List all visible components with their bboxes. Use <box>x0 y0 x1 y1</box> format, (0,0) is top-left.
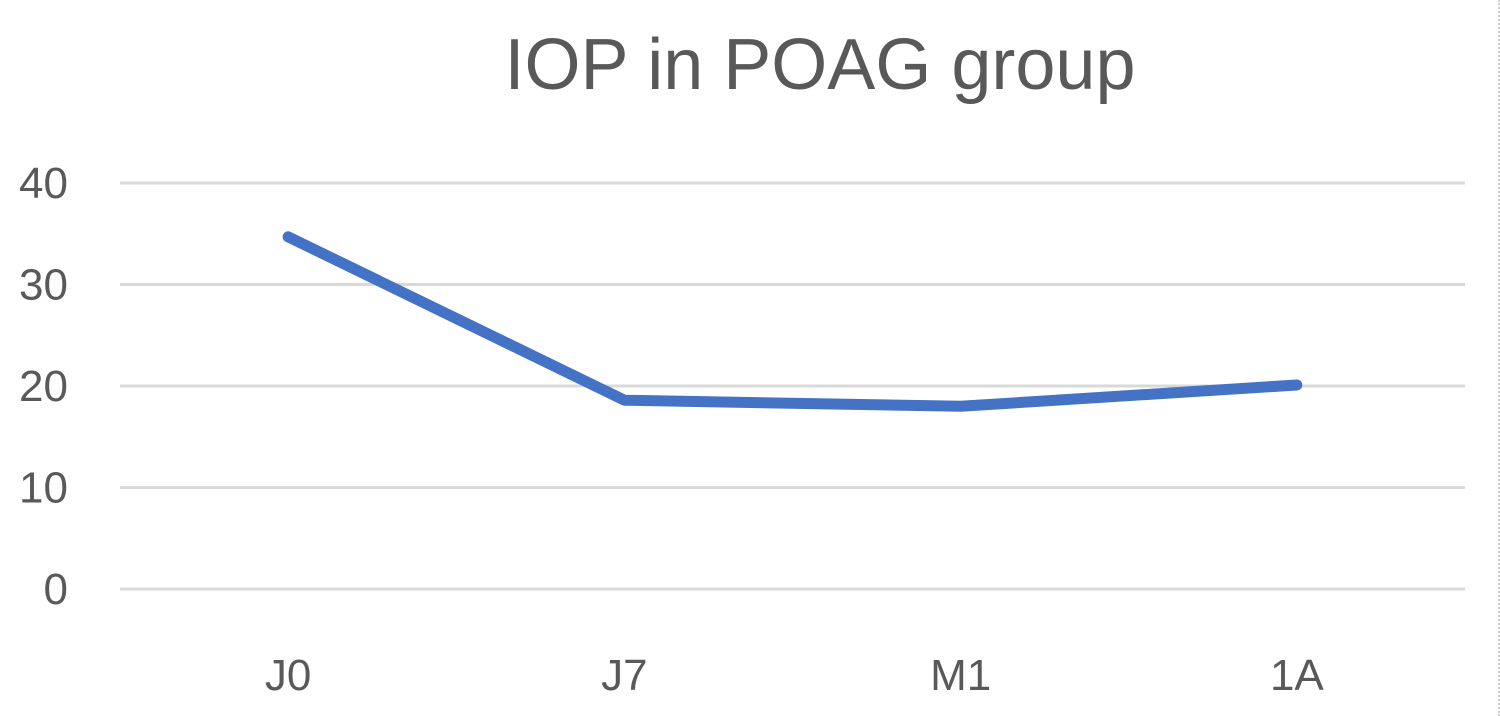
chart-title: IOP in POAG group <box>504 25 1136 105</box>
y-tick-label: 10 <box>19 464 68 513</box>
x-tick-label: 1A <box>1270 651 1324 700</box>
y-axis-ticks: 0 10 20 30 40 <box>19 159 68 614</box>
x-tick-label: J7 <box>601 651 647 700</box>
y-tick-label: 20 <box>19 362 68 411</box>
series-line <box>282 231 1303 412</box>
y-tick-label: 0 <box>44 565 68 614</box>
x-tick-label: M1 <box>930 651 991 700</box>
x-axis-ticks: J0 J7 M1 1A <box>265 651 1325 700</box>
series-layer <box>282 231 1303 412</box>
chart-border <box>1498 0 1500 716</box>
x-tick-label: J0 <box>265 651 311 700</box>
y-tick-label: 30 <box>19 261 68 310</box>
y-tick-label: 40 <box>19 159 68 208</box>
